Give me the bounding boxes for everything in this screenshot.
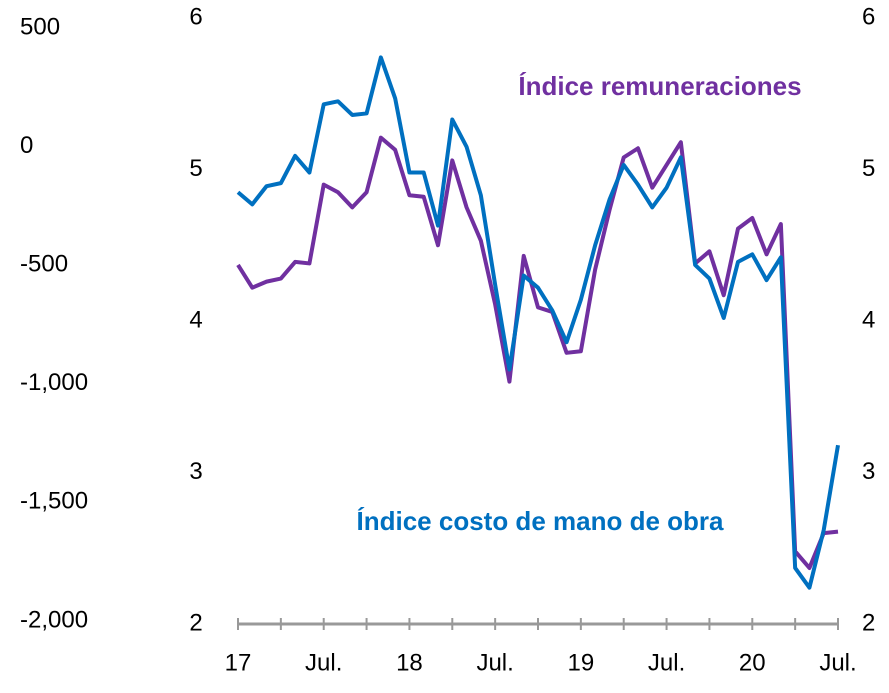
x-tick-label: Jul. (819, 649, 856, 676)
y-tick-label: 3 (189, 458, 202, 485)
x-tick-label: Jul. (648, 649, 685, 676)
x-tick-label: 19 (568, 649, 595, 676)
y-right-tick-label: 6 (862, 3, 875, 30)
x-tick-label: Jul. (305, 649, 342, 676)
y-tick-label: 6 (189, 3, 202, 30)
y2-tick-label: -1,500 (20, 488, 88, 515)
y-tick-label: 5 (189, 155, 202, 182)
series-line (236, 55, 840, 590)
series-label: Índice remuneraciones (518, 71, 801, 101)
y2-tick-label: -500 (20, 250, 68, 277)
y-tick-label: 4 (189, 306, 202, 333)
y-tick-label: 2 (189, 609, 202, 636)
series-line (236, 135, 839, 570)
x-tick-label: 20 (739, 649, 766, 676)
y-right-tick-label: 3 (862, 458, 875, 485)
x-tick-label: Jul. (476, 649, 513, 676)
y2-tick-label: 0 (20, 132, 33, 159)
y2-tick-label: -1,000 (20, 369, 88, 396)
x-tick-label: 18 (396, 649, 423, 676)
x-tick-label: 17 (225, 649, 252, 676)
y-right-tick-label: 5 (862, 155, 875, 182)
y2-tick-label: 500 (20, 13, 60, 40)
y2-tick-label: -2,000 (20, 606, 88, 633)
y-right-tick-label: 2 (862, 609, 875, 636)
y-right-tick-label: 4 (862, 306, 875, 333)
series-label: Índice costo de mano de obra (357, 506, 724, 536)
